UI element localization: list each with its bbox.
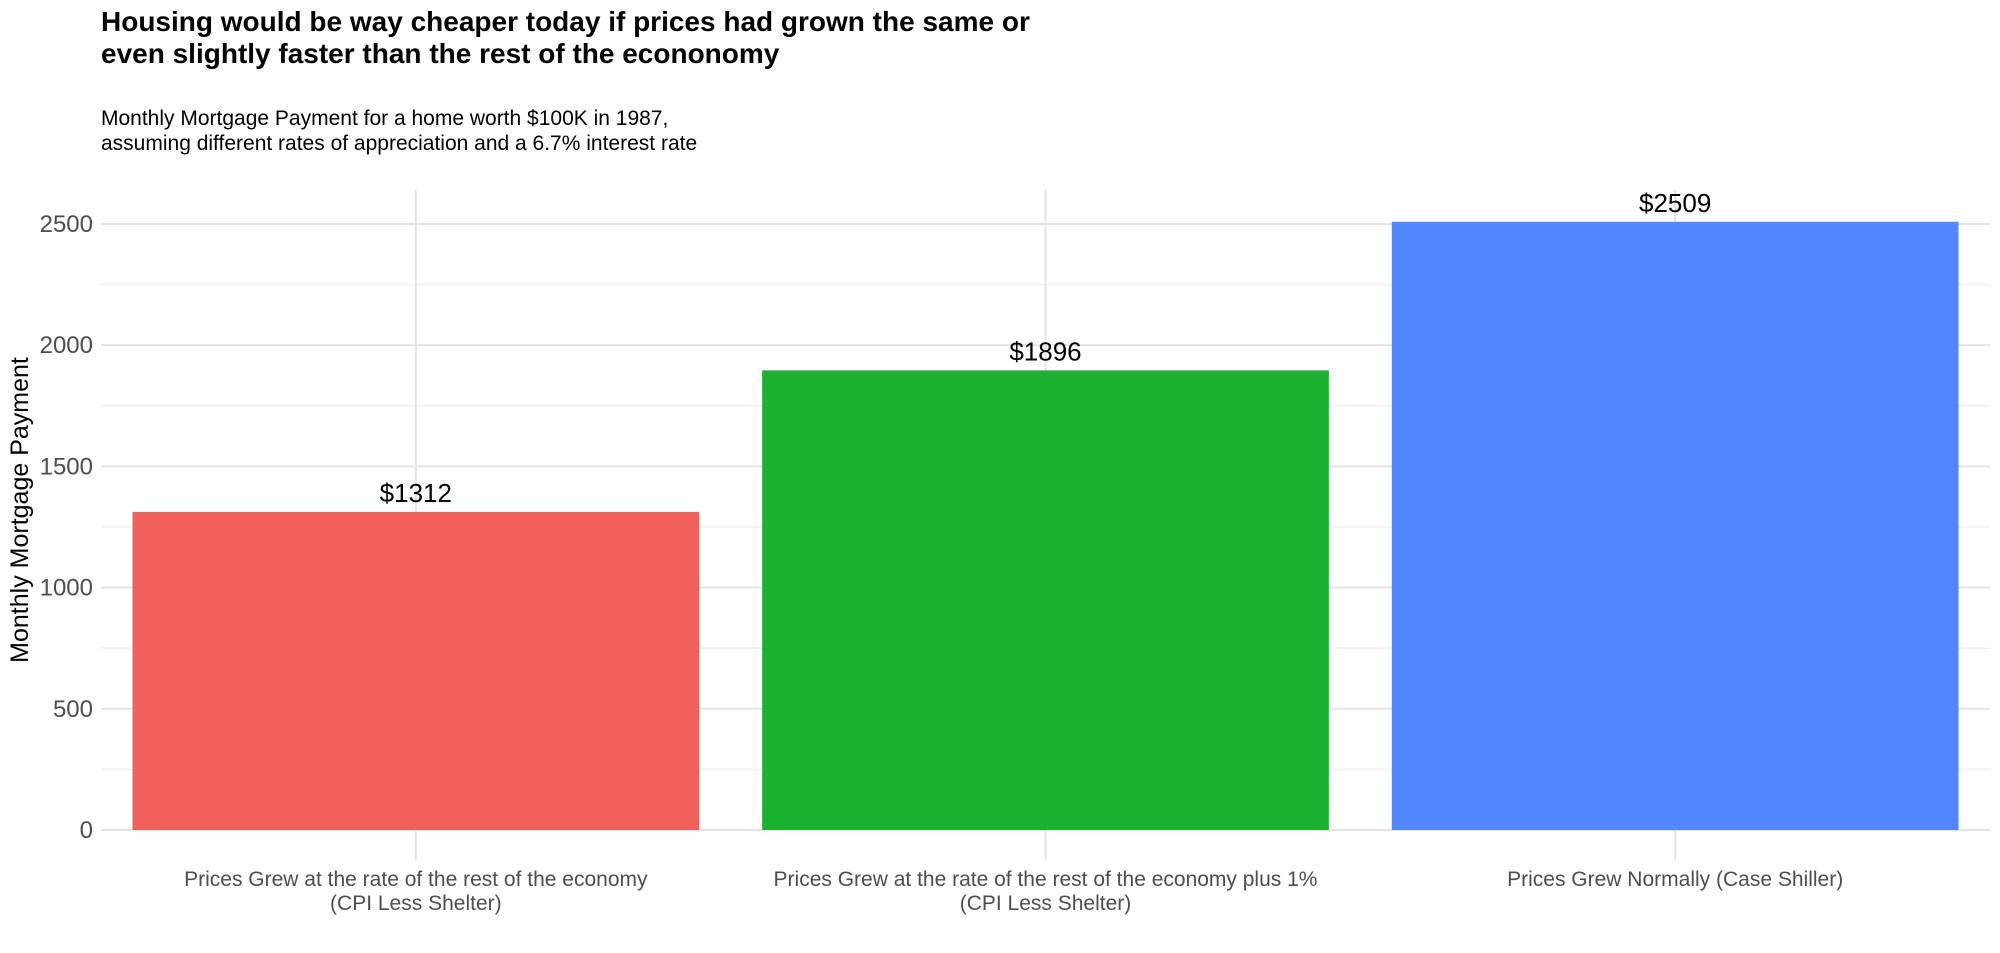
x-tick-label: (CPI Less Shelter) bbox=[330, 892, 502, 915]
x-tick-label: Prices Grew at the rate of the rest of t… bbox=[774, 868, 1318, 891]
chart-subtitle: Monthly Mortgage Payment for a home wort… bbox=[101, 107, 698, 155]
bar bbox=[1391, 221, 1959, 830]
chart-title: Housing would be way cheaper today if pr… bbox=[101, 6, 1030, 69]
bar-data-label: $2509 bbox=[1639, 188, 1711, 218]
y-tick-label: 2500 bbox=[40, 211, 93, 238]
x-tick-label: Prices Grew at the rate of the rest of t… bbox=[184, 868, 648, 891]
y-tick-label: 500 bbox=[53, 696, 93, 723]
y-axis-title: Monthly Mortgage Payment bbox=[6, 357, 34, 663]
y-tick-label: 1500 bbox=[40, 453, 93, 480]
y-tick-label: 2000 bbox=[40, 332, 93, 359]
x-tick-label: Prices Grew Normally (Case Shiller) bbox=[1507, 868, 1843, 891]
bar bbox=[762, 370, 1329, 830]
y-tick-label: 1000 bbox=[40, 575, 93, 602]
bar bbox=[132, 511, 700, 830]
y-tick-label: 0 bbox=[80, 817, 93, 844]
bar-data-label: $1896 bbox=[1009, 336, 1081, 366]
x-tick-label: (CPI Less Shelter) bbox=[960, 892, 1132, 915]
bar-data-label: $1312 bbox=[380, 478, 452, 508]
